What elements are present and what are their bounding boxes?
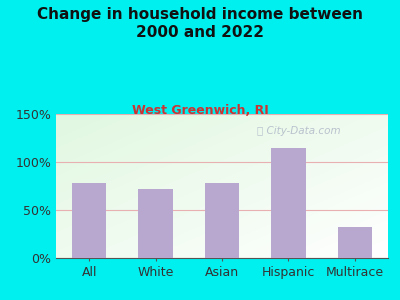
Text: West Greenwich, RI: West Greenwich, RI (132, 103, 268, 116)
Bar (138, 189, 173, 258)
Bar (72, 183, 106, 258)
Bar (205, 183, 239, 258)
Bar (338, 227, 372, 258)
Text: ⓘ City-Data.com: ⓘ City-Data.com (256, 126, 340, 136)
Bar (271, 148, 306, 258)
Text: Change in household income between
2000 and 2022: Change in household income between 2000 … (37, 8, 363, 40)
